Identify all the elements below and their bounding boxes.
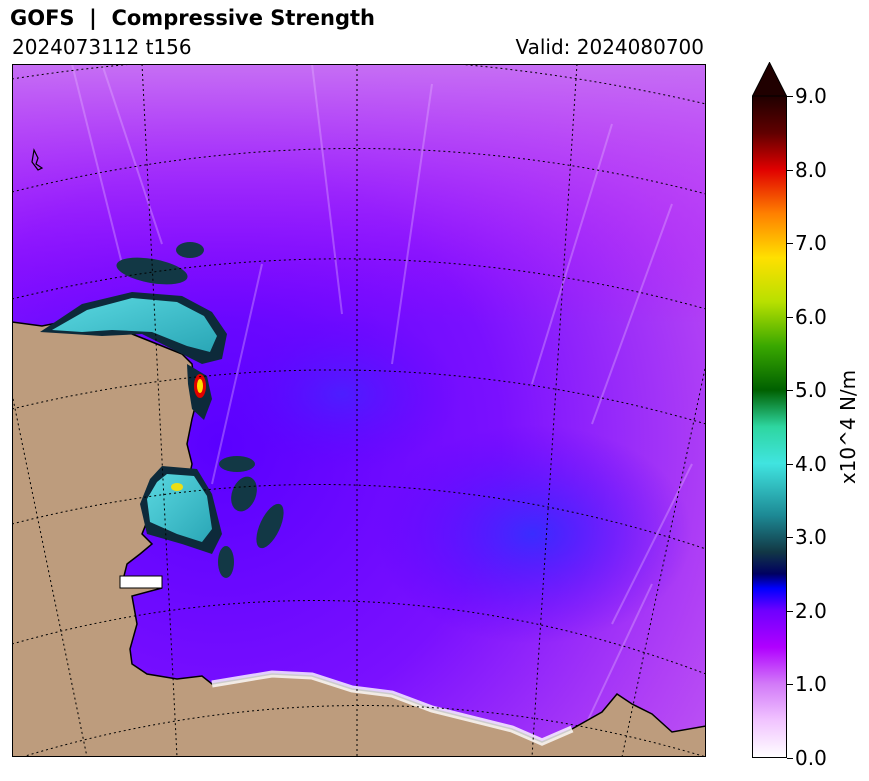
colorbar-tick-mark bbox=[787, 610, 793, 612]
map-panel[interactable] bbox=[12, 64, 706, 757]
colorbar-label: x10^4 N/m bbox=[836, 369, 860, 485]
valid-time-label: Valid: 2024080700 bbox=[515, 35, 704, 59]
colorbar-tick-label: 1.0 bbox=[795, 672, 827, 697]
colorbar-tick-label: 6.0 bbox=[795, 304, 827, 329]
colorbar-extend-arrow bbox=[751, 61, 788, 97]
colorbar bbox=[751, 61, 788, 758]
graticule bbox=[12, 64, 706, 757]
colorbar-tick-label: 0.0 bbox=[795, 746, 827, 770]
colorbar-tick-mark bbox=[787, 537, 793, 539]
colorbar-tick-label: 7.0 bbox=[795, 231, 827, 256]
colorbar-tick-mark bbox=[787, 758, 793, 759]
map-title: GOFS | Compressive Strength bbox=[10, 6, 375, 30]
ice-streaks bbox=[71, 64, 693, 755]
colorbar-tick-mark bbox=[787, 684, 793, 686]
strong-ice-zone bbox=[372, 424, 692, 644]
colorbar-gradient bbox=[752, 95, 787, 758]
map-frame bbox=[12, 64, 706, 757]
coastal-inlet bbox=[119, 575, 163, 589]
colorbar-tick-mark bbox=[787, 316, 793, 318]
colorbar-tick-mark bbox=[787, 463, 793, 465]
colorbar-tick-mark bbox=[787, 243, 793, 245]
colorbar-tick-label: 2.0 bbox=[795, 598, 827, 623]
colorbar-tick-label: 5.0 bbox=[795, 378, 827, 403]
island bbox=[31, 148, 44, 171]
ice-field-north bbox=[12, 64, 706, 324]
strong-ice-zone-2 bbox=[222, 314, 462, 474]
run-time-label: 2024073112 t156 bbox=[12, 35, 192, 59]
colorbar-tick-mark bbox=[787, 169, 793, 171]
colorbar-tick-label: 8.0 bbox=[795, 157, 827, 182]
coastal-ice-fringe bbox=[211, 670, 574, 746]
colorbar-graphic bbox=[751, 61, 788, 758]
colorbar-tick-label: 9.0 bbox=[795, 84, 827, 108]
map-canvas bbox=[12, 64, 706, 757]
colorbar-tick-label: 3.0 bbox=[795, 525, 827, 550]
colorbar-tick-label: 4.0 bbox=[795, 451, 827, 476]
colorbar-tick-mark bbox=[787, 390, 793, 392]
colorbar-tick-mark bbox=[787, 96, 793, 97]
